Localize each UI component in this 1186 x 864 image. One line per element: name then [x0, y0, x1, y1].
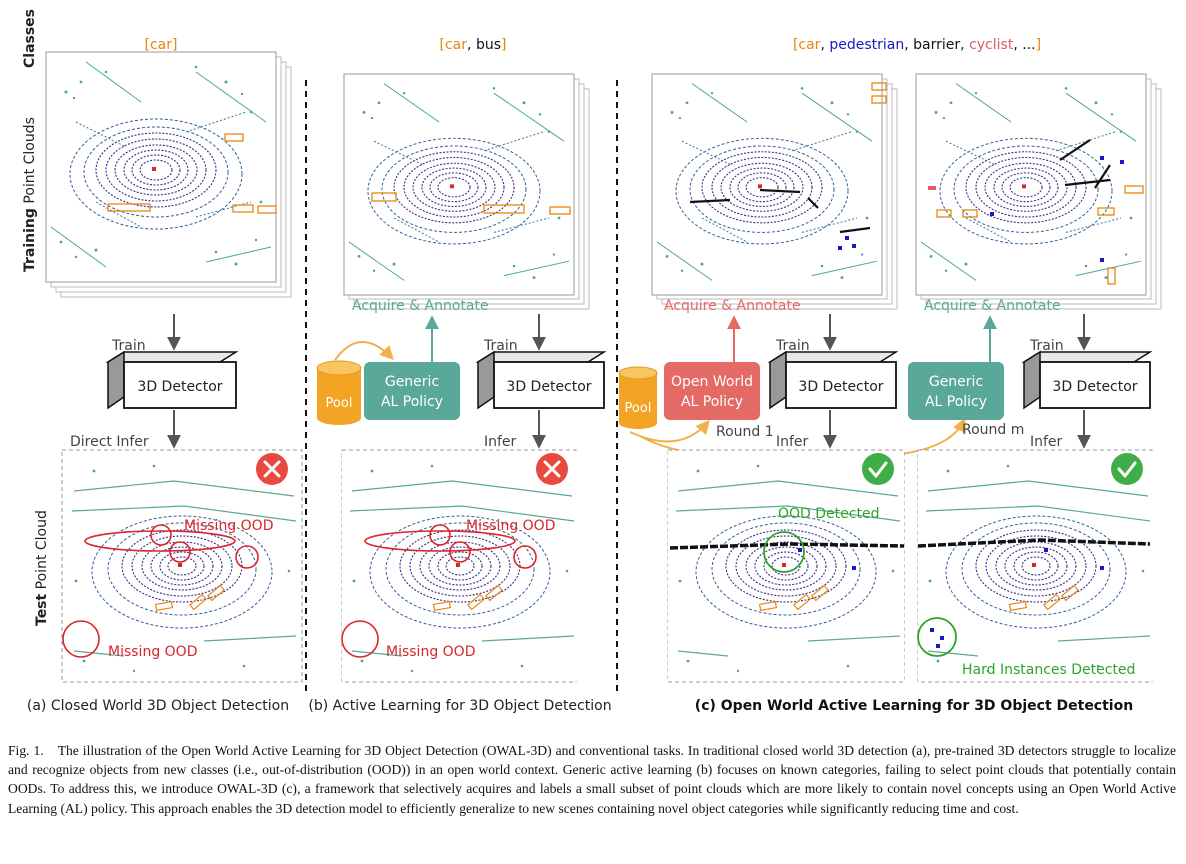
class-item: ...	[1022, 37, 1035, 53]
class-item: pedestrian	[829, 37, 904, 53]
direct-infer-label: Direct Infer	[70, 434, 149, 450]
svg-text:Pool: Pool	[326, 396, 353, 411]
detector-a: 3D Detector	[105, 350, 239, 410]
class-separator: ,	[1013, 37, 1022, 53]
svg-text:Missing OOD: Missing OOD	[466, 518, 555, 534]
svg-text:Open World: Open World	[671, 374, 753, 390]
detector-c2: 3D Detector	[1021, 350, 1153, 410]
train-label-b: Train	[483, 338, 518, 354]
caption-label: Fig. 1.	[8, 743, 44, 758]
detector-b: 3D Detector	[475, 350, 607, 410]
classes-list-c: [car, pedestrian, barrier, cyclist, ...]	[793, 37, 1041, 53]
round-1-label: Round 1	[716, 424, 774, 440]
class-item: cyclist	[969, 37, 1014, 53]
svg-text:Generic: Generic	[929, 374, 983, 390]
test-row-label: Test Point Cloud	[34, 510, 50, 626]
svg-text:Pool: Pool	[625, 401, 652, 416]
acquire-label-c-teal: Acquire & Annotate	[924, 298, 1061, 314]
detector-c1: 3D Detector	[767, 350, 899, 410]
class-item: barrier	[913, 37, 960, 53]
svg-text:3D Detector: 3D Detector	[506, 379, 591, 395]
class-separator: ,	[904, 37, 913, 53]
svg-text:AL Policy: AL Policy	[381, 394, 443, 410]
pool-b: Pool	[316, 360, 362, 425]
training-row-label: Training Point Clouds	[22, 117, 38, 272]
acquire-label-c-red: Acquire & Annotate	[664, 298, 801, 314]
infer-label-c2: Infer	[1030, 434, 1063, 450]
class-bracket: [	[145, 37, 150, 53]
class-bracket: ]	[501, 37, 506, 53]
acquire-label-b: Acquire & Annotate	[352, 298, 489, 314]
classes-row-label: Classes	[22, 9, 38, 68]
training-stack-c2	[915, 73, 1162, 310]
diagram-canvas: Classes Training Point Clouds Test Point…	[22, 9, 1162, 714]
svg-text:AL Policy: AL Policy	[681, 394, 743, 410]
svg-text:3D Detector: 3D Detector	[137, 379, 222, 395]
train-label-c1: Train	[775, 338, 810, 354]
class-item: car	[150, 37, 172, 53]
class-bracket: [	[793, 37, 798, 53]
class-bracket: ]	[1036, 37, 1041, 53]
class-item: bus	[476, 37, 501, 53]
svg-text:Hard Instances Detected: Hard Instances Detected	[962, 662, 1135, 678]
test-cloud-c1: OOD Detected	[667, 449, 905, 683]
svg-text:Generic: Generic	[385, 374, 439, 390]
training-stack-c1	[651, 73, 898, 310]
class-bracket: [	[440, 37, 445, 53]
infer-label-c1: Infer	[776, 434, 809, 450]
generic-policy-c: Generic AL Policy	[908, 362, 1004, 420]
class-item: car	[798, 37, 820, 53]
class-separator: ,	[467, 37, 476, 53]
svg-text:3D Detector: 3D Detector	[1052, 379, 1137, 395]
svg-text:Missing OOD: Missing OOD	[108, 644, 197, 660]
classes-list-b: [car, bus]	[440, 37, 507, 53]
figure-caption: Fig. 1. The illustration of the Open Worl…	[8, 741, 1176, 818]
generic-policy-b: Generic AL Policy	[364, 362, 460, 420]
svg-text:AL Policy: AL Policy	[925, 394, 987, 410]
svg-text:Missing OOD: Missing OOD	[184, 518, 273, 534]
panel-title-c: (c) Open World Active Learning for 3D Ob…	[695, 698, 1133, 714]
round-m-label: Round m	[962, 422, 1024, 438]
panel-title-b: (b) Active Learning for 3D Object Detect…	[308, 698, 611, 714]
classes-list-a: [car]	[145, 37, 178, 53]
train-label-c2: Train	[1029, 338, 1064, 354]
infer-label-b: Infer	[484, 434, 517, 450]
svg-text:Missing OOD: Missing OOD	[386, 644, 475, 660]
test-cloud-c2: Hard Instances Detected	[917, 449, 1155, 683]
class-separator: ,	[960, 37, 969, 53]
open-world-policy: Open World AL Policy	[664, 362, 760, 420]
panel-title-a: (a) Closed World 3D Object Detection	[27, 698, 289, 714]
arrow-pool-round1	[629, 419, 710, 443]
svg-text:3D Detector: 3D Detector	[798, 379, 883, 395]
training-stack-a	[45, 51, 292, 298]
caption-text: The illustration of the Open World Activ…	[8, 743, 1176, 816]
svg-text:OOD Detected: OOD Detected	[778, 506, 879, 522]
test-cloud-a: Missing OOD Missing OOD	[61, 449, 303, 683]
arrow-pool-policy-b	[334, 341, 394, 361]
class-item: car	[445, 37, 467, 53]
training-stack-b	[343, 73, 590, 310]
class-separator: ,	[820, 37, 829, 53]
class-bracket: ]	[172, 37, 177, 53]
pool-c: Pool	[618, 366, 658, 429]
test-cloud-b: Missing OOD Missing OOD	[341, 449, 579, 683]
train-label-a: Train	[111, 338, 146, 354]
